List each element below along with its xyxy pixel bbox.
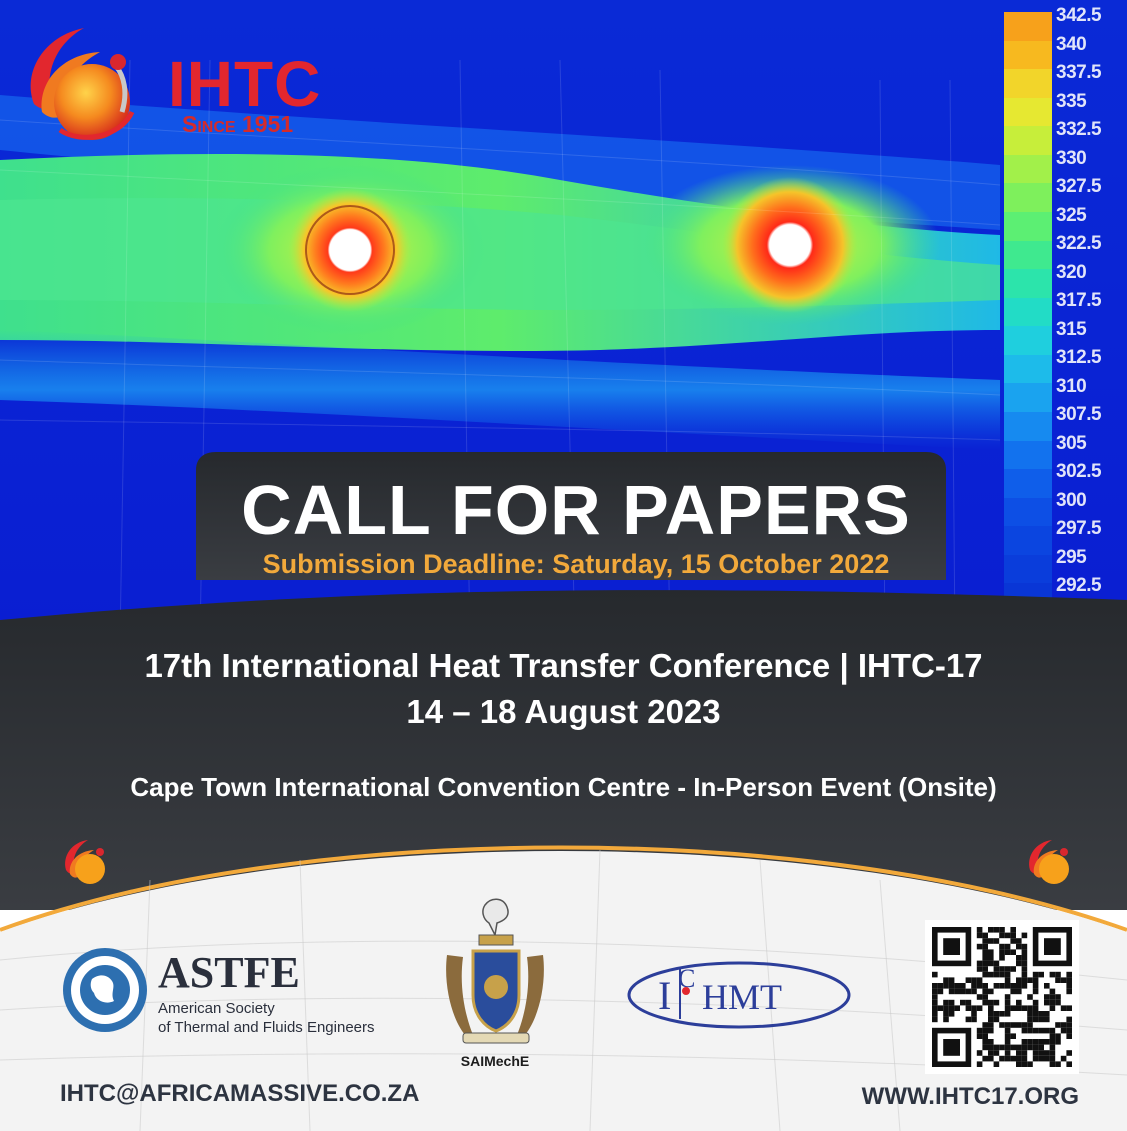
conference-title: 17th International Heat Transfer Confere… [144,647,983,684]
qr-code-pattern [932,927,1072,1067]
ichmt-ellipse-logo-icon: I C HMT [627,961,851,1029]
astfe-name: ASTFE [158,948,300,997]
scale-segment [1004,554,1052,585]
scale-label: 335 [1056,90,1087,112]
scale-label: 327.5 [1056,176,1102,197]
ihtc-logo: IHTC Since 1951 [20,20,360,145]
ihtc-logo-since: Since 1951 [182,111,294,137]
scale-segment [1004,526,1052,556]
scale-label: 300 [1056,489,1087,511]
saimeche-coat-of-arms-icon [446,898,544,1044]
ihtc-logo-text: IHTC [168,48,322,120]
scale-label: 317.5 [1056,290,1102,311]
astfe-globe-seal-icon [63,948,147,1032]
scale-label: 322.5 [1056,233,1102,254]
astfe-subtitle-line2: of Thermal and Fluids Engineers [158,1019,375,1036]
scale-label: 302.5 [1056,461,1102,482]
svg-text:I: I [658,973,671,1018]
astfe-subtitle-line1: American Society [158,1000,275,1017]
submission-deadline: Submission Deadline: Saturday, 15 Octobe… [262,549,890,579]
scale-label: 337.5 [1056,62,1102,83]
scale-label: 320 [1056,261,1087,283]
scale-segment [1004,269,1052,299]
scale-label: 307.5 [1056,404,1102,425]
contact-email[interactable]: IHTC@AFRICAMASSIVE.CO.ZA [60,1080,420,1107]
scale-segment [1004,69,1052,99]
scale-segment [1004,497,1052,528]
ihtc-mini-logo-icon [1029,840,1069,884]
scale-label: 310 [1056,375,1087,397]
scale-label: 315 [1056,318,1087,340]
scale-segment [1004,12,1052,42]
ihtc-flame-globe-icon [30,28,135,140]
scale-segment [1004,469,1052,499]
scale-segment [1004,154,1052,185]
temperature-field-image [0,0,1127,640]
scale-label: 295 [1056,546,1087,568]
scale-segment [1004,40,1052,71]
svg-text:HMT: HMT [702,977,782,1017]
scale-segment [1004,354,1052,385]
scale-label: 292.5 [1056,575,1102,596]
call-for-papers-title: CALL FOR PAPERS [241,471,911,549]
scale-segment [1004,383,1052,413]
website-link[interactable]: WWW.IHTC17.ORG [861,1083,1079,1110]
scale-segment [1004,440,1052,471]
scale-segment [1004,326,1052,356]
qr-code-icon[interactable] [925,920,1079,1074]
scale-segment [1004,183,1052,213]
scale-segment [1004,97,1052,128]
saimeche-logo: SAIMechE [425,895,565,1075]
conference-dates: 14 – 18 August 2023 [406,693,721,730]
saimeche-name: SAIMechE [460,1053,530,1069]
scale-segment [1004,297,1052,328]
scale-label: 305 [1056,432,1087,454]
scale-segment [1004,412,1052,442]
scale-label: 325 [1056,204,1087,226]
scale-segment [1004,240,1052,271]
scale-label: 330 [1056,147,1087,169]
scale-label: 312.5 [1056,347,1102,368]
scale-label: 342.5 [1056,5,1102,26]
temperature-scale-bar [1004,12,1052,613]
ihtc-mini-logo-icon [65,840,105,884]
conference-venue: Cape Town International Convention Centr… [130,772,997,802]
scale-segment [1004,126,1052,156]
scale-segment [1004,212,1052,242]
svg-text:C: C [678,964,695,993]
scale-label: 340 [1056,33,1087,55]
scale-label: 332.5 [1056,119,1102,140]
scale-label: 297.5 [1056,518,1102,539]
astfe-logo: ASTFE American Society of Thermal and Fl… [60,945,400,1045]
